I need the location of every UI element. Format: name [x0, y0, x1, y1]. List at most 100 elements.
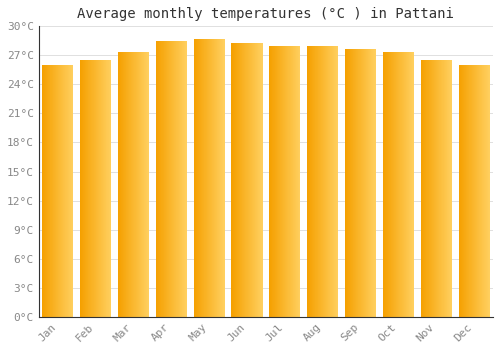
Bar [67, 65, 68, 317]
Bar [296, 46, 297, 317]
Bar [119, 52, 120, 317]
Bar [328, 46, 329, 317]
Bar [367, 49, 368, 317]
Bar [407, 52, 408, 317]
Bar [422, 60, 423, 317]
Bar [222, 39, 223, 317]
Bar [390, 52, 391, 317]
Bar [486, 65, 487, 317]
Bar [394, 52, 395, 317]
Bar [373, 49, 374, 317]
Bar [399, 52, 400, 317]
Bar [123, 52, 124, 317]
Bar [481, 65, 482, 317]
Bar [476, 65, 477, 317]
Bar [42, 65, 43, 317]
Bar [129, 52, 130, 317]
Bar [250, 43, 251, 317]
Bar [87, 60, 88, 317]
Bar [213, 39, 214, 317]
Bar [271, 46, 272, 317]
Bar [159, 41, 160, 317]
Bar [462, 65, 464, 317]
Bar [83, 60, 84, 317]
Bar [308, 46, 310, 317]
Bar [401, 52, 402, 317]
Bar [45, 65, 46, 317]
Bar [46, 65, 47, 317]
Bar [206, 39, 207, 317]
Bar [325, 46, 326, 317]
Bar [174, 41, 175, 317]
Bar [279, 46, 280, 317]
Bar [195, 39, 196, 317]
Bar [458, 65, 459, 317]
Bar [241, 43, 242, 317]
Bar [209, 39, 210, 317]
Bar [219, 39, 220, 317]
Bar [353, 49, 354, 317]
Bar [424, 60, 425, 317]
Bar [259, 43, 260, 317]
Bar [299, 46, 300, 317]
Bar [248, 43, 249, 317]
Bar [223, 39, 224, 317]
Bar [352, 49, 353, 317]
Bar [459, 65, 460, 317]
Bar [186, 41, 187, 317]
Bar [59, 65, 60, 317]
Bar [166, 41, 167, 317]
Bar [239, 43, 240, 317]
Bar [402, 52, 403, 317]
Bar [62, 65, 63, 317]
Bar [196, 39, 198, 317]
Bar [445, 60, 446, 317]
Bar [179, 41, 180, 317]
Bar [167, 41, 168, 317]
Bar [431, 60, 432, 317]
Bar [294, 46, 295, 317]
Bar [68, 65, 69, 317]
Bar [337, 46, 338, 317]
Bar [374, 49, 375, 317]
Bar [60, 65, 61, 317]
Bar [211, 39, 212, 317]
Bar [128, 52, 129, 317]
Bar [385, 52, 386, 317]
Bar [234, 43, 235, 317]
Bar [253, 43, 254, 317]
Bar [140, 52, 141, 317]
Bar [364, 49, 365, 317]
Bar [365, 49, 366, 317]
Bar [199, 39, 200, 317]
Bar [99, 60, 100, 317]
Bar [82, 60, 83, 317]
Bar [347, 49, 348, 317]
Bar [207, 39, 208, 317]
Bar [408, 52, 409, 317]
Bar [233, 43, 234, 317]
Bar [370, 49, 371, 317]
Bar [280, 46, 281, 317]
Bar [161, 41, 162, 317]
Bar [442, 60, 443, 317]
Bar [326, 46, 327, 317]
Bar [134, 52, 135, 317]
Bar [434, 60, 435, 317]
Bar [106, 60, 107, 317]
Bar [232, 43, 233, 317]
Bar [216, 39, 217, 317]
Bar [316, 46, 317, 317]
Bar [281, 46, 282, 317]
Bar [349, 49, 350, 317]
Bar [44, 65, 45, 317]
Bar [427, 60, 428, 317]
Bar [391, 52, 392, 317]
Bar [403, 52, 404, 317]
Bar [109, 60, 110, 317]
Bar [362, 49, 363, 317]
Bar [336, 46, 337, 317]
Bar [472, 65, 473, 317]
Bar [202, 39, 203, 317]
Bar [173, 41, 174, 317]
